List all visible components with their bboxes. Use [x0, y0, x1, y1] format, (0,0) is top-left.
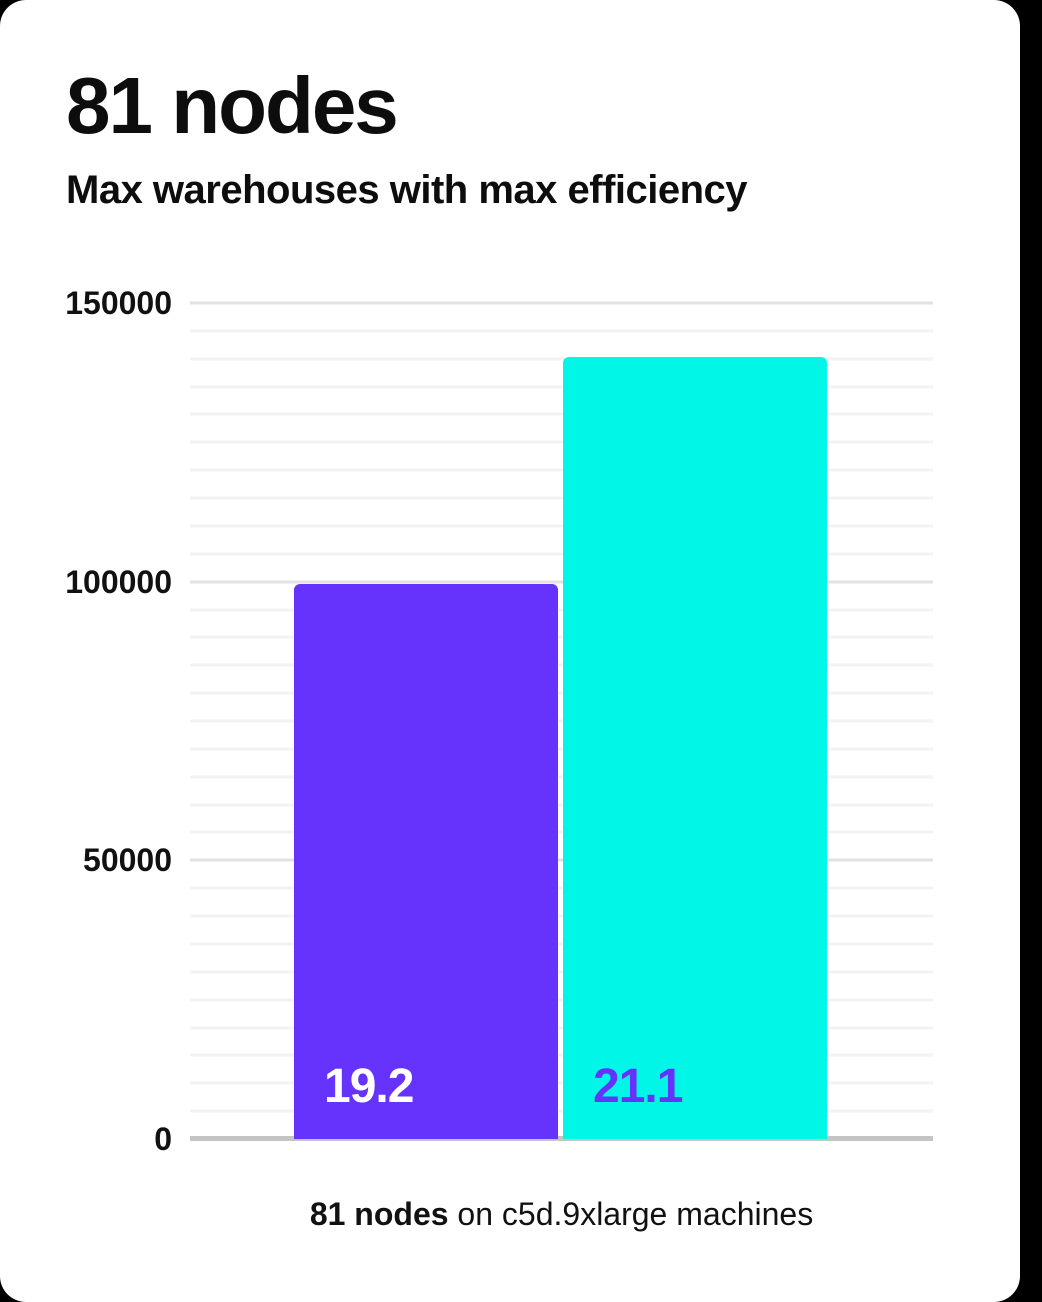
minor-gridline — [190, 440, 933, 444]
minor-gridline — [190, 385, 933, 389]
minor-gridline — [190, 635, 933, 639]
x-axis-baseline — [190, 1136, 933, 1141]
minor-gridline — [190, 775, 933, 779]
y-axis-tick-label: 100000 — [65, 563, 172, 600]
minor-gridline — [190, 329, 933, 333]
minor-gridline — [190, 1053, 933, 1057]
chart-subtitle: Max warehouses with max efficiency — [66, 168, 748, 212]
minor-gridline — [190, 803, 933, 807]
minor-gridline — [190, 886, 933, 890]
chart-caption: 81 nodes on c5d.9xlarge machines — [190, 1196, 933, 1233]
minor-gridline — [190, 1109, 933, 1113]
caption-regular-text: on c5d.9xlarge machines — [448, 1196, 814, 1232]
minor-gridline — [190, 524, 933, 528]
minor-gridline — [190, 608, 933, 612]
minor-gridline — [190, 1081, 933, 1085]
minor-gridline — [190, 719, 933, 723]
y-axis-tick-label: 150000 — [65, 285, 172, 321]
bar-value-label: 21.1 — [593, 1060, 683, 1113]
minor-gridline — [190, 914, 933, 918]
minor-gridline — [190, 970, 933, 974]
minor-gridline — [190, 357, 933, 361]
chart-card: 81 nodes Max warehouses with max efficie… — [0, 0, 1020, 1302]
major-gridline — [190, 301, 933, 305]
minor-gridline — [190, 1026, 933, 1030]
minor-gridline — [190, 552, 933, 556]
y-axis-tick-label: 0 — [154, 1121, 172, 1157]
minor-gridline — [190, 663, 933, 667]
plot-area: 19.2 21.1 — [190, 301, 933, 1141]
minor-gridline — [190, 942, 933, 946]
minor-gridline — [190, 998, 933, 1002]
y-axis-tick-label: 50000 — [83, 842, 172, 879]
minor-gridline — [190, 830, 933, 834]
major-gridline — [190, 858, 933, 862]
minor-gridline — [190, 747, 933, 751]
caption-bold-text: 81 nodes — [309, 1196, 449, 1232]
chart-title: 81 nodes — [66, 61, 399, 150]
y-axis: 0 50000 100000 150000 — [0, 287, 172, 1155]
minor-gridline — [190, 496, 933, 500]
minor-gridline — [190, 691, 933, 695]
minor-gridline — [190, 412, 933, 416]
major-gridline — [190, 580, 933, 584]
bar-2: 21.1 — [563, 357, 827, 1139]
bar-1: 19.2 — [294, 584, 558, 1139]
minor-gridline — [190, 468, 933, 472]
bar-value-label: 19.2 — [324, 1060, 414, 1113]
